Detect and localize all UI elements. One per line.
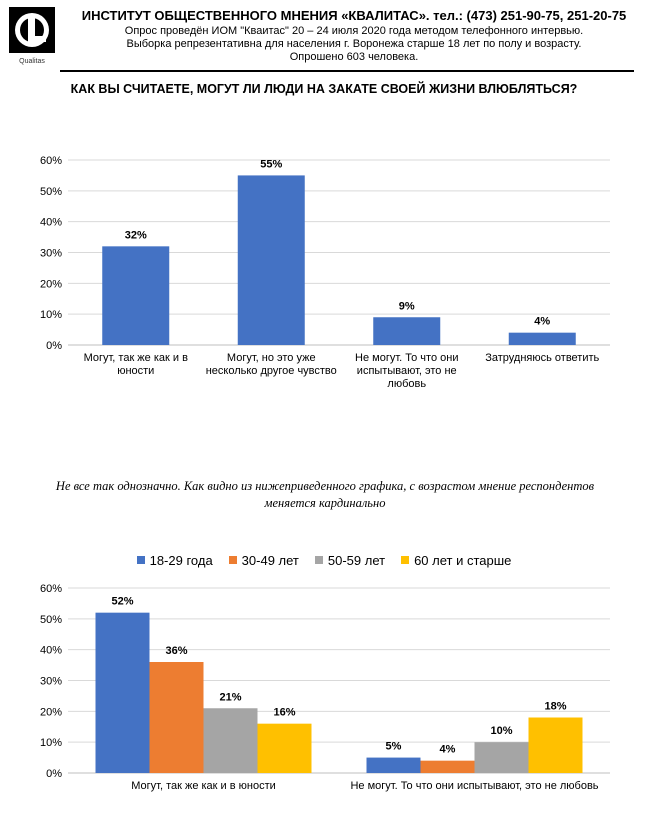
chart-overall-y-tick-label: 30% [40,248,62,260]
qualitas-logo-icon [9,7,55,53]
chart-by-age-data-label: 16% [273,707,295,719]
legend-swatch [401,556,410,564]
chart-by-age-y-tick-label: 30% [40,676,62,688]
chart-by-age-bar [257,723,312,773]
chart-overall-bar [102,246,170,345]
chart-by-age-bar [95,612,150,773]
header-line-2: Выборка репрезентативна для населения г.… [126,38,582,50]
chart-by-age-data-label: 52% [111,596,133,608]
chart-overall-category-label: Не могут. То что они испытывают, это не … [355,352,459,390]
survey-question: КАК ВЫ СЧИТАЕТЕ, МОГУТ ЛИ ЛЮДИ НА ЗАКАТЕ… [70,82,578,96]
chart-by-age-bar [149,662,204,773]
legend-item: 18-29 года [136,553,213,568]
chart-by-age-bar [474,742,529,773]
chart-overall-y-tick-label: 0% [46,340,62,352]
chart-by-age-bar [420,760,475,773]
legend-item: 30-49 лет [228,553,299,568]
chart-by-age-data-label: 5% [386,741,402,753]
legend-item: 50-59 лет [314,553,386,568]
chart-overall: 0% 10% 20% 30% 40% 50% 60% 32% 55% 9% 4% [40,155,610,352]
chart-by-age-legend: 18-29 года 30-49 лет 50-59 лет 60 лет и ста… [0,553,648,568]
logo-caption: Qualitas [19,58,45,65]
chart-by-age-data-label: 18% [544,701,566,713]
legend-label: 18-29 года [149,553,213,568]
chart-overall-y-tick-label: 20% [40,278,62,290]
chart-overall-y-tick-label: 10% [40,309,62,321]
chart-overall-category-label: Могут, так же как и в юности [83,352,188,377]
chart-by-age-data-label: 10% [490,725,512,737]
chart-by-age-data-label: 36% [165,645,187,657]
chart-by-age-y-tick-label: 0% [46,768,62,780]
header-line-3: Опрошено 603 человека. [289,51,419,63]
legend-swatch [314,556,323,564]
chart-overall-data-label: 4% [534,316,550,328]
chart-overall-bar [508,332,576,345]
chart-overall-y-tick-label: 50% [40,186,62,198]
chart-by-age-y-tick-label: 10% [40,737,62,749]
legend-label: 30-49 лет [241,553,299,568]
chart-by-age-data-label: 4% [440,744,456,756]
header-divider [60,70,634,72]
chart-overall-y-tick-label: 60% [40,155,62,167]
chart-by-age-bar [203,708,258,773]
chart-by-age: 0% 10% 20% 30% 40% 50% 60% 52% 36% 21% 16% 5% 4% 10% 1… [40,583,610,780]
chart-by-age-y-tick-label: 20% [40,706,62,718]
header-title: ИНСТИТУТ ОБЩЕСТВЕННОГО МНЕНИЯ «КВАЛИТАС»… [81,8,627,23]
analysis-note: Не все так однозначно. Как видно из ниже… [55,479,595,510]
chart-by-age-y-tick-label: 50% [40,614,62,626]
chart-overall-data-label: 55% [260,158,282,170]
legend-label: 50-59 лет [327,553,386,568]
chart-overall-category-label: Затрудняюсь ответить [485,352,600,364]
chart-by-age-category-label: Не могут. То что они испытывают, это не … [350,780,599,792]
report-header: Qualitas ИНСТИТУТ ОБЩЕСТВЕННОГО МНЕНИЯ «… [0,0,648,74]
chart-by-age-y-tick-label: 60% [40,583,62,595]
chart-overall-y-tick-label: 40% [40,217,62,229]
legend-swatch [228,556,237,564]
chart-by-age-bar [366,757,421,773]
legend-item: 60 лет и старше [401,553,511,568]
chart-by-age-category-label: Могут, так же как и в юности [131,780,276,792]
chart-by-age-bar [528,717,583,773]
header-line-1: Опрос проведён ИОМ "Кваитас" 20 – 24 июл… [124,25,584,37]
chart-overall-bar [237,175,305,345]
chart-overall-bar [373,317,441,345]
legend-label: 60 лет и старше [414,553,512,568]
chart-overall-data-label: 9% [399,300,415,312]
legend-swatch [136,556,145,564]
chart-overall-data-label: 32% [125,229,147,241]
chart-by-age-data-label: 21% [219,691,241,703]
chart-by-age-y-tick-label: 40% [40,645,62,657]
chart-overall-category-label: Могут, но это уже несколько другое чувст… [205,352,337,377]
